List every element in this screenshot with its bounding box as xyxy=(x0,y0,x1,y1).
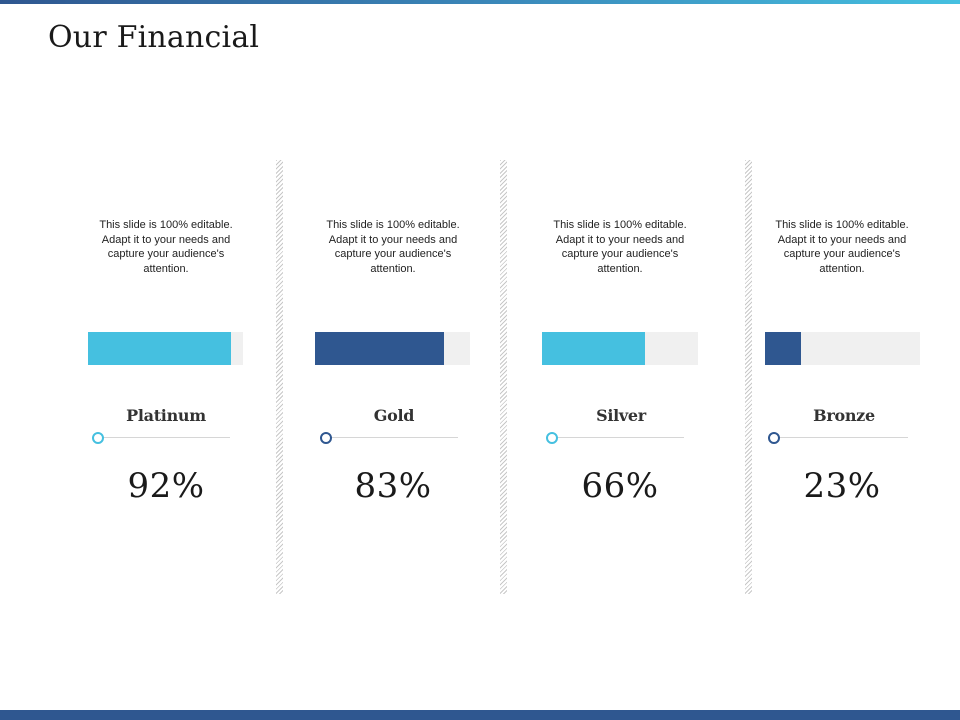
column-divider xyxy=(276,160,283,594)
progress-bar-fill xyxy=(542,332,645,365)
card-label: Silver xyxy=(596,406,646,425)
card-percent: 66% xyxy=(581,466,659,506)
bullet-circle-icon xyxy=(546,432,558,444)
progress-bar-track xyxy=(315,332,470,365)
top-accent-bar xyxy=(0,0,960,4)
card-description: This slide is 100% editable. Adapt it to… xyxy=(99,219,233,275)
card-description: This slide is 100% editable. Adapt it to… xyxy=(553,219,687,275)
card-gold: This slide is 100% editable. Adapt it to… xyxy=(314,218,474,518)
card-silver: This slide is 100% editable. Adapt it to… xyxy=(541,218,701,518)
label-underline xyxy=(326,437,458,438)
card-percent: 23% xyxy=(803,466,881,506)
card-percent: 92% xyxy=(127,466,205,506)
label-underline xyxy=(553,437,684,438)
slide-title: Our Financial xyxy=(48,20,260,55)
column-divider xyxy=(500,160,507,594)
progress-bar-track xyxy=(542,332,698,365)
card-percent: 83% xyxy=(354,466,432,506)
progress-bar-fill xyxy=(315,332,444,365)
card-platinum: This slide is 100% editable. Adapt it to… xyxy=(88,218,248,518)
bullet-circle-icon xyxy=(92,432,104,444)
card-label: Platinum xyxy=(126,406,206,425)
card-description: This slide is 100% editable. Adapt it to… xyxy=(326,219,460,275)
bullet-circle-icon xyxy=(320,432,332,444)
label-underline xyxy=(98,437,230,438)
bottom-accent-bar xyxy=(0,710,960,720)
progress-bar-fill xyxy=(88,332,231,365)
card-label: Bronze xyxy=(813,406,875,425)
column-divider xyxy=(745,160,752,594)
bullet-circle-icon xyxy=(768,432,780,444)
label-underline xyxy=(776,437,908,438)
card-bronze: This slide is 100% editable. Adapt it to… xyxy=(764,218,924,518)
progress-bar-track xyxy=(88,332,243,365)
progress-bar-track xyxy=(765,332,920,365)
card-description: This slide is 100% editable. Adapt it to… xyxy=(775,219,909,275)
progress-bar-fill xyxy=(765,332,801,365)
card-label: Gold xyxy=(373,406,415,425)
